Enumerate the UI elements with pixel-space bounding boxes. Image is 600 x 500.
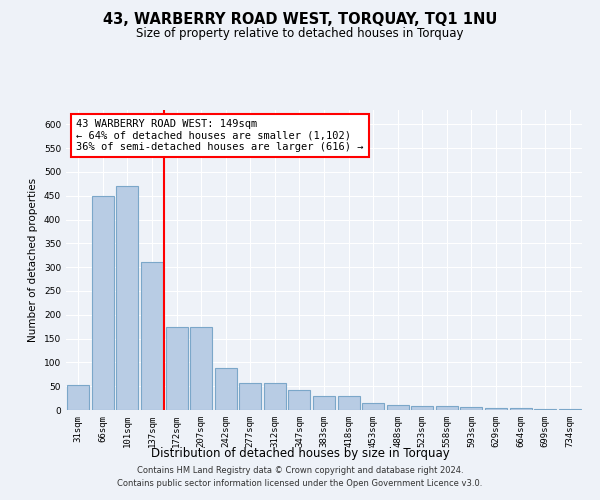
Bar: [166, 326, 188, 410]
Text: 43, WARBERRY ROAD WEST, TORQUAY, TQ1 1NU: 43, WARBERRY ROAD WEST, TORQUAY, TQ1 1NU: [103, 12, 497, 28]
Bar: [509, 408, 532, 410]
Bar: [338, 396, 359, 410]
Bar: [264, 383, 286, 410]
Bar: [141, 262, 163, 410]
Y-axis label: Number of detached properties: Number of detached properties: [28, 178, 38, 342]
Text: 43 WARBERRY ROAD WEST: 149sqm
← 64% of detached houses are smaller (1,102)
36% o: 43 WARBERRY ROAD WEST: 149sqm ← 64% of d…: [76, 119, 364, 152]
Text: Contains HM Land Registry data © Crown copyright and database right 2024.
Contai: Contains HM Land Registry data © Crown c…: [118, 466, 482, 487]
Bar: [460, 406, 482, 410]
Bar: [436, 406, 458, 410]
Bar: [362, 403, 384, 410]
Bar: [67, 385, 89, 410]
Bar: [190, 326, 212, 410]
Bar: [116, 186, 139, 410]
Bar: [411, 406, 433, 410]
Text: Distribution of detached houses by size in Torquay: Distribution of detached houses by size …: [151, 448, 449, 460]
Text: Size of property relative to detached houses in Torquay: Size of property relative to detached ho…: [136, 28, 464, 40]
Bar: [289, 390, 310, 410]
Bar: [485, 408, 507, 410]
Bar: [215, 368, 237, 410]
Bar: [534, 408, 556, 410]
Bar: [559, 408, 581, 410]
Bar: [386, 405, 409, 410]
Bar: [92, 196, 114, 410]
Bar: [239, 383, 262, 410]
Bar: [313, 396, 335, 410]
